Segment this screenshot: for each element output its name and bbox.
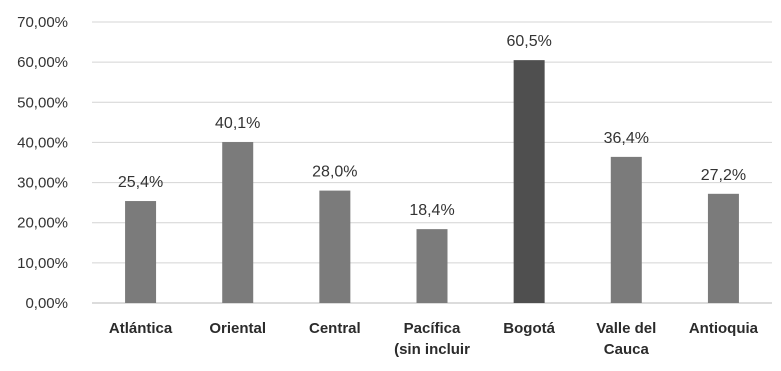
y-tick-label: 60,00% (17, 54, 68, 71)
bar (513, 60, 545, 304)
x-tick-label: Oriental (209, 320, 266, 337)
bar (319, 190, 351, 303)
y-tick-label: 0,00% (25, 295, 68, 312)
y-tick-label: 10,00% (17, 255, 68, 272)
x-tick-label: Pacífica (sin incluir (394, 320, 470, 358)
data-label: 18,4% (409, 202, 454, 219)
y-axis-ticks: 0,00% 10,00% 20,00% 30,00% 40,00% 50,00% 60,00… (17, 14, 68, 312)
y-tick-label: 30,00% (17, 175, 68, 192)
y-tick-label: 20,00% (17, 215, 68, 232)
x-tick-label: Valle del Cauca (596, 320, 656, 358)
y-tick-label: 40,00% (17, 134, 68, 151)
x-tick-label: Atlántica (109, 320, 173, 337)
data-label: 36,4% (604, 130, 649, 147)
x-tick-label: Bogotá (503, 320, 555, 337)
y-tick-label: 70,00% (17, 14, 68, 31)
data-label: 27,2% (701, 167, 746, 184)
bars (125, 60, 739, 304)
gridlines (92, 21, 772, 304)
bar (707, 193, 739, 303)
bar (222, 142, 254, 303)
x-tick-label: Central (309, 320, 361, 337)
data-label: 25,4% (118, 174, 163, 191)
bar (610, 156, 642, 303)
data-label: 60,5% (506, 33, 551, 50)
data-labels: 25,4% 40,1% 28,0% 18,4% 60,5% 36,4% 27,2% (118, 33, 746, 219)
x-tick-label: Antioquia (689, 320, 759, 337)
x-axis-ticks: Atlántica Oriental Central Pacífica (sin inc… (109, 320, 759, 358)
y-tick-label: 50,00% (17, 94, 68, 111)
data-label: 28,0% (312, 164, 357, 181)
data-label: 40,1% (215, 115, 260, 132)
bar (125, 201, 157, 303)
bar (416, 229, 448, 303)
